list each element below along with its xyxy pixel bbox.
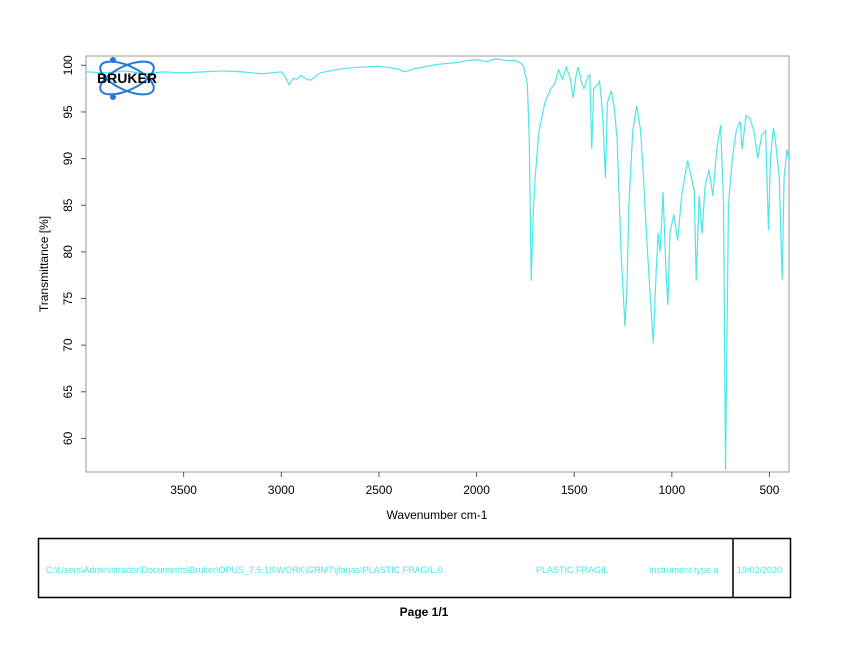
y-tick-label: 60 — [61, 431, 75, 445]
x-axis-label: Wavenumber cm-1 — [387, 508, 488, 522]
x-tick-label: 3000 — [268, 483, 295, 497]
x-tick-label: 2500 — [366, 483, 393, 497]
y-tick-label: 75 — [61, 292, 75, 306]
y-axis-label: Transmittance [%] — [37, 216, 51, 312]
y-tick-label: 100 — [61, 55, 75, 75]
y-tick-label: 95 — [61, 105, 75, 119]
page-label: Page 1/1 — [400, 605, 449, 619]
spectrum-line — [86, 58, 789, 471]
y-tick-label: 85 — [61, 198, 75, 212]
footer-sample: PLASTIC FRAGIL — [536, 565, 609, 575]
x-tick-label: 500 — [759, 483, 779, 497]
x-tick-label: 3500 — [170, 483, 197, 497]
y-tick-label: 65 — [61, 385, 75, 399]
x-tick-label: 1000 — [658, 483, 685, 497]
y-tick-label: 70 — [61, 338, 75, 352]
footer-file: C:\Users\Administrador\Documents\Bruker\… — [46, 565, 443, 575]
x-tick-label: 2000 — [463, 483, 490, 497]
logo-text: BRUKER — [97, 70, 157, 86]
plot-area — [86, 58, 789, 471]
footer-instrument: Instrument type a — [649, 565, 719, 575]
plot-frame — [85, 55, 790, 473]
y-tick-label: 80 — [61, 245, 75, 259]
footer-box — [37, 537, 792, 599]
y-tick-label: 90 — [61, 152, 75, 166]
logo: BRUKER — [97, 57, 157, 100]
x-tick-label: 1500 — [561, 483, 588, 497]
footer-date: 19/02/2020 — [737, 565, 782, 575]
